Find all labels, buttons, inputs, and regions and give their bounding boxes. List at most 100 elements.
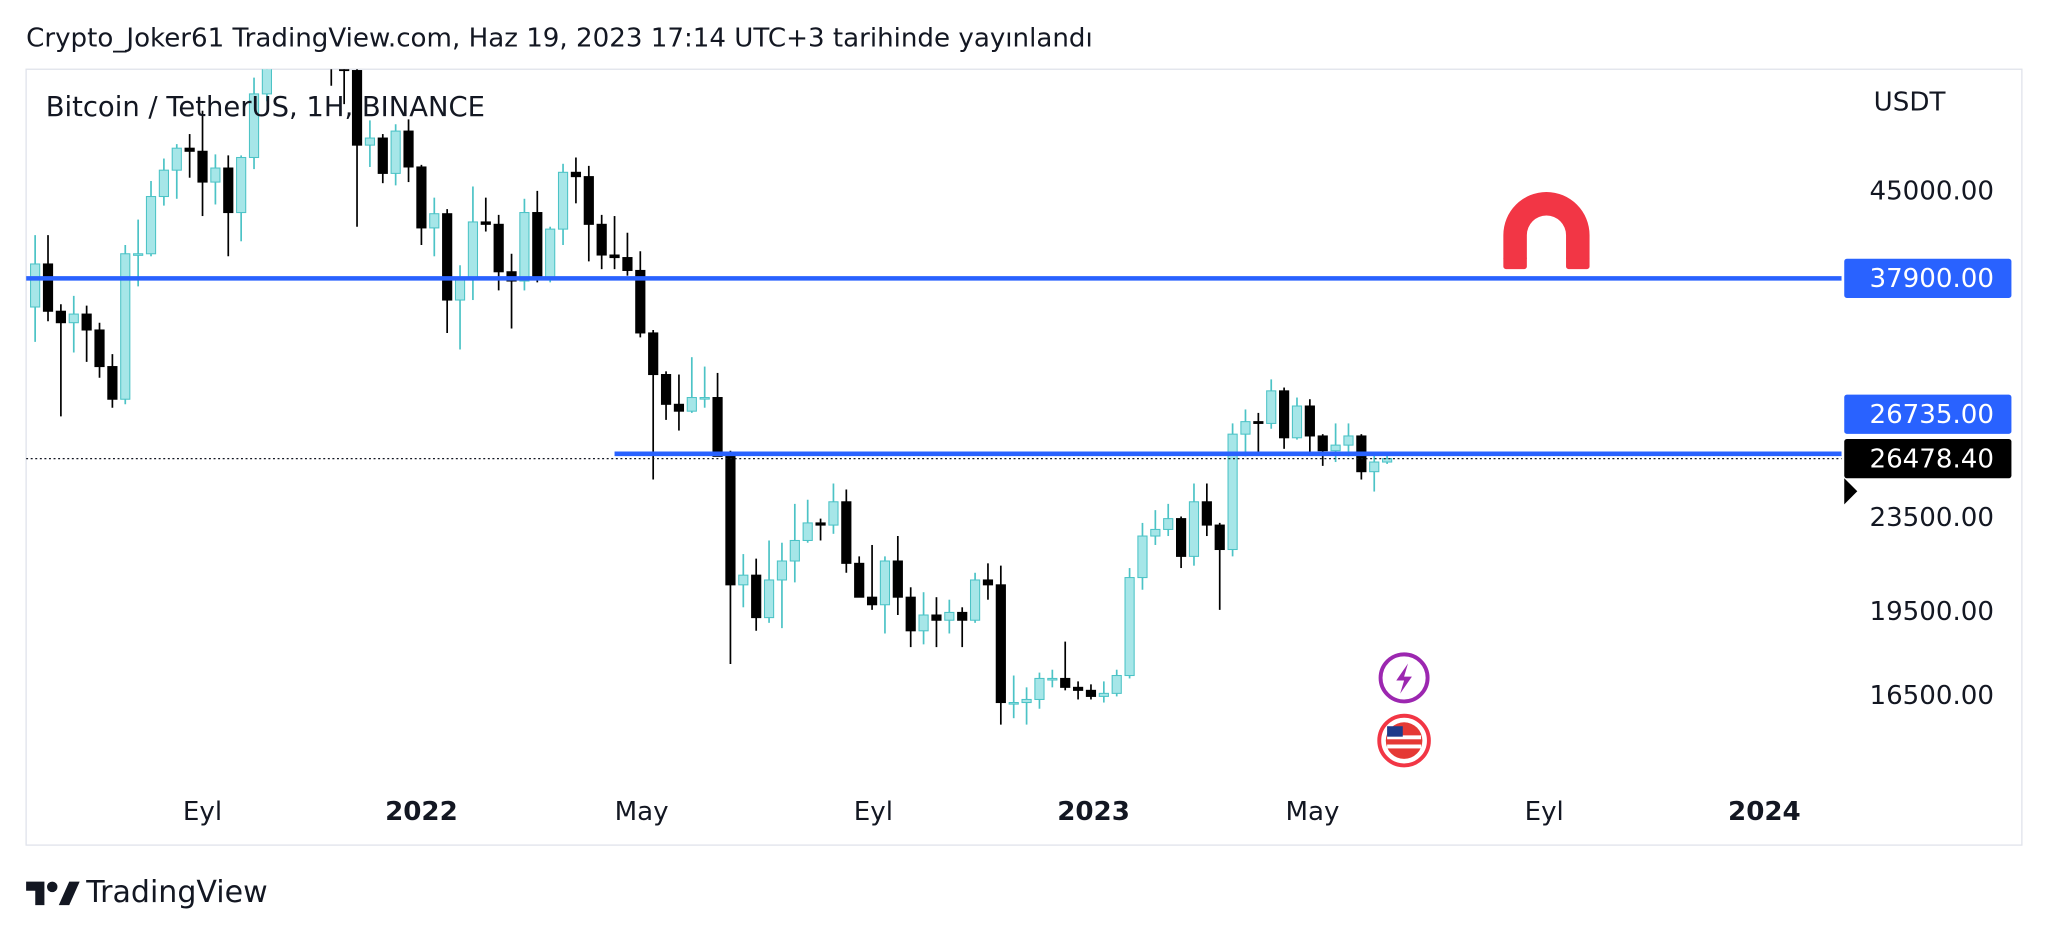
candle-body	[738, 574, 749, 586]
x-tick-label: Eyl	[183, 797, 222, 827]
y-tick-label: 45000.00	[1869, 177, 1994, 207]
x-tick-label: May	[1285, 797, 1339, 827]
candle-body	[1279, 390, 1290, 439]
candle-body	[364, 137, 376, 146]
candle-body	[493, 223, 504, 273]
candle-body	[1060, 677, 1071, 688]
candle-body	[648, 332, 659, 376]
candle-body	[931, 614, 942, 621]
price-label: 37900.00	[1869, 264, 1994, 294]
candle-body	[699, 397, 710, 400]
magnet-icon	[1503, 192, 1590, 270]
candle-body	[145, 195, 157, 255]
candle-body	[94, 329, 105, 368]
x-tick-label: 2023	[1057, 797, 1130, 827]
candle-body	[454, 277, 466, 301]
candle-body	[1137, 535, 1148, 579]
candle-body	[158, 169, 169, 198]
candle-body	[1266, 390, 1277, 424]
candle-body	[314, 3, 323, 20]
y-tick-label: 23500.00	[1869, 503, 1994, 533]
candle-body	[223, 167, 234, 214]
candle-body	[210, 167, 221, 183]
candle-body	[1304, 405, 1315, 437]
candle-body	[532, 212, 543, 278]
candle-body	[969, 579, 981, 621]
candle-body	[261, 69, 272, 95]
x-tick-label: May	[615, 797, 669, 827]
candle-body	[1291, 405, 1303, 439]
candle-body	[841, 501, 852, 564]
candle-body	[416, 166, 427, 229]
symbol-title: Bitcoin / TetherUS, 1H, BINANCE	[46, 92, 485, 123]
candle-body	[1188, 501, 1200, 557]
candle-body	[339, 69, 350, 72]
candle-body	[351, 70, 363, 146]
brand-logo	[26, 881, 80, 906]
candle-body	[480, 221, 491, 225]
candle-body	[377, 137, 388, 174]
candle-body	[1098, 692, 1109, 697]
candle-body	[1240, 421, 1251, 435]
candle-body	[1330, 444, 1341, 452]
candle-body	[635, 269, 646, 334]
candle-body	[1382, 458, 1393, 463]
candle-body	[30, 263, 41, 308]
candle-body	[1047, 677, 1058, 681]
candle-body	[519, 212, 530, 282]
candle-body	[583, 176, 594, 225]
candle-body	[1227, 433, 1238, 551]
chart-frame	[25, 68, 2023, 846]
candle-body	[81, 313, 92, 331]
candle-body	[789, 539, 800, 562]
x-tick-label: Eyl	[1525, 797, 1564, 827]
candle-body	[1034, 677, 1045, 700]
candle-body	[467, 221, 479, 279]
x-tick-label: Eyl	[854, 797, 893, 827]
candle-body	[68, 313, 79, 324]
candle-body	[879, 560, 891, 606]
candle-body	[55, 310, 66, 324]
candle-body	[957, 611, 968, 621]
candle-body	[712, 397, 723, 457]
last-price-box	[1844, 439, 2012, 479]
candle-body	[1343, 435, 1354, 446]
candle-body	[429, 213, 440, 229]
y-tick-label: 19500.00	[1869, 597, 1994, 627]
candle-body	[1317, 435, 1328, 452]
candle-body	[197, 150, 208, 183]
candle-body	[854, 562, 865, 598]
candle-body	[1150, 528, 1161, 537]
candle-body	[1201, 501, 1212, 526]
candle-body	[1163, 518, 1174, 530]
candle-body	[751, 574, 762, 619]
price-label-box	[1844, 394, 2012, 434]
candle-body	[390, 130, 401, 174]
plot-area	[26, 3, 1842, 725]
candle-body	[609, 254, 620, 259]
candle-body	[403, 130, 414, 168]
candle-body	[944, 611, 955, 621]
candle-body	[673, 403, 685, 412]
price-label: 26735.00	[1869, 400, 1994, 430]
brand-name: TradingView	[85, 875, 267, 910]
candle-body	[686, 397, 697, 412]
event-icon	[1378, 652, 1430, 704]
last-price-pointer	[1844, 478, 1858, 505]
x-tick-label: 2022	[385, 797, 458, 827]
candle-body	[622, 257, 633, 271]
last-price-label: 26478.40	[1869, 444, 1994, 474]
candle-body	[905, 596, 916, 632]
candle-body	[133, 253, 144, 256]
candle-body	[1369, 461, 1380, 473]
candle-body	[1085, 689, 1097, 697]
candle-body	[42, 263, 54, 312]
candle-body	[1214, 524, 1225, 551]
candle-body	[171, 147, 182, 171]
candle-body	[995, 584, 1006, 704]
candle-body	[1072, 686, 1084, 691]
x-tick-label: 2024	[1728, 797, 1801, 827]
candle-body	[596, 223, 607, 256]
